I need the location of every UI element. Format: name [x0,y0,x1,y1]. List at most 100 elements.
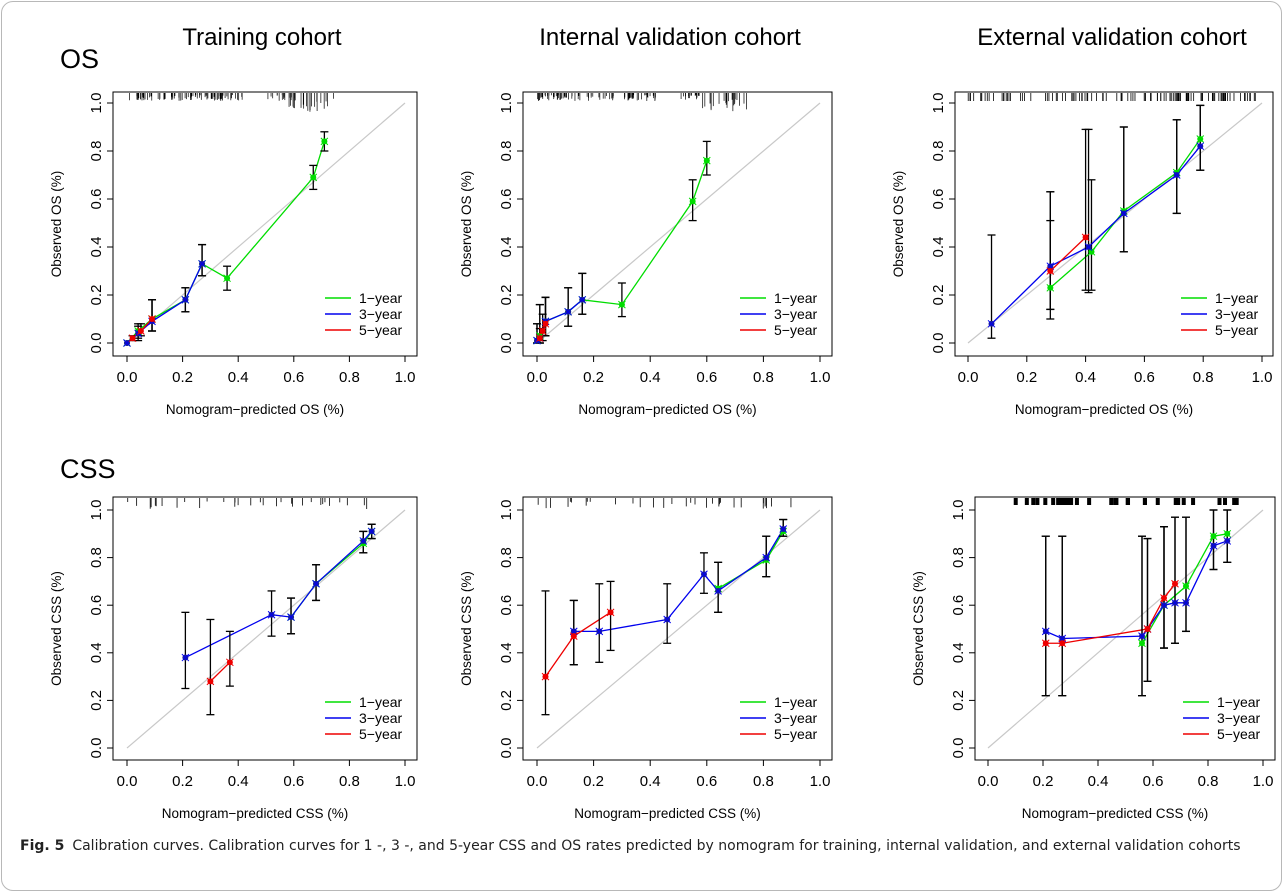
y-tick-label: 0.0 [950,738,967,759]
data-point-cross [541,319,550,328]
column-title-training: Training cohort [182,24,342,51]
legend-label: 3−year [774,306,818,322]
x-axis-label: Nomogram−predicted CSS (%) [1022,806,1208,821]
x-tick-label: 0.6 [283,773,304,790]
data-point-cross [535,334,544,343]
rug-block [1223,498,1228,505]
x-tick-label: 1.0 [810,369,831,386]
legend-label: 5−year [774,322,818,338]
y-tick-label: 1.0 [498,500,515,521]
x-tick-label: 0.4 [640,369,661,386]
rug-block [1232,498,1237,505]
x-tick-label: 1.0 [395,369,416,386]
data-point-cross [287,613,295,621]
legend-label: 1−year [1215,290,1259,306]
column-title-external: External validation cohort [977,24,1247,51]
y-tick-label: 0.4 [498,642,515,663]
data-point-cross [1209,532,1218,541]
data-point-cross [702,156,711,165]
column-title-internal: Internal validation cohort [539,24,801,51]
y-tick-label: 0.6 [930,189,947,210]
x-tick-label: 0.2 [172,369,193,386]
y-tick-label: 0.0 [498,738,515,759]
rug-block [1064,498,1069,505]
legend-label: 1−year [1217,694,1261,710]
y-tick-label: 0.4 [950,642,967,663]
y-axis-label: Observed OS (%) [49,171,64,278]
x-tick-label: 0.2 [583,773,604,790]
legend-label: 5−year [1217,726,1261,742]
rug-block [1155,498,1160,505]
data-point-cross [367,527,376,536]
data-point-cross [359,537,368,545]
data-point-cross [1058,639,1067,648]
data-point-cross [541,672,550,681]
data-point-cross [1223,529,1232,538]
plot-box [954,91,1274,357]
chart-panel-2: 0.0 0.2 0.4 0.6 0.8 1.0 0.0 0.2 0.4 0.6 0.8 1.0 Nomo… [459,91,833,417]
data-point-cross [1171,598,1179,607]
x-tick-label: 0.4 [640,773,661,790]
data-point-cross [779,525,788,533]
y-tick-label: 0.6 [498,595,515,616]
data-point-cross [181,295,190,304]
y-tick-label: 0.4 [930,237,947,258]
data-point-cross [1196,142,1205,151]
x-tick-label: 1.0 [1253,773,1274,790]
data-point-cross [223,274,231,283]
y-tick-label: 0.0 [88,333,105,354]
legend-label: 5−year [359,322,403,338]
y-axis-label: Observed OS (%) [891,171,906,278]
data-point-cross [137,327,145,335]
data-point-cross [714,587,722,595]
data-point-cross [320,137,329,146]
y-tick-label: 1.0 [950,500,967,521]
y-tick-label: 0.8 [88,141,105,162]
x-tick-label: 0.4 [1088,773,1109,790]
y-tick-label: 1.0 [930,93,947,114]
legend-label: 3−year [359,306,403,322]
data-point-cross [1196,135,1205,143]
series-line-3−year [1045,540,1228,640]
x-axis-label: Nomogram−predicted OS (%) [166,402,344,417]
legend-label: 3−year [359,710,403,726]
x-axis-label: Nomogram−predicted OS (%) [578,402,756,417]
y-tick-label: 1.0 [498,93,515,114]
x-tick-label: 1.0 [395,773,416,790]
caption-text: Calibration curves. Calibration curves f… [72,838,1241,854]
x-tick-label: 0.6 [283,369,304,386]
data-point-cross [1160,601,1168,610]
y-axis-label: Observed OS (%) [459,171,474,278]
plot-box [522,496,833,761]
rug-block [1068,498,1073,505]
series-line-5−year [1049,236,1087,272]
data-point-cross [1046,267,1055,275]
chart-panel-4: 0.0 0.2 0.4 0.6 0.8 1.0 0.0 0.2 0.4 0.6 0.8 1.0 Nomo… [49,496,418,821]
data-point-cross [1041,639,1050,648]
rug-block [1056,498,1061,505]
figure-caption: Fig. 5 Calibration curves. Calibration cu… [20,836,1265,857]
y-tick-label: 0.0 [498,333,515,354]
data-point-cross [1223,537,1232,545]
legend-label: 3−year [1217,710,1261,726]
data-point-cross [267,610,276,619]
data-point-cross [663,615,672,624]
legend-label: 1−year [359,290,403,306]
rug-block [1043,498,1048,505]
rug-block [1173,498,1178,505]
caption-label: Fig. 5 [20,838,65,854]
x-tick-label: 0.0 [117,773,138,790]
data-point-cross [618,300,626,309]
data-point-cross [1160,594,1168,602]
y-tick-label: 0.4 [88,642,105,663]
y-tick-label: 0.8 [930,141,947,162]
rug-block [1061,498,1066,505]
rug-block [1087,498,1092,505]
y-tick-label: 0.2 [498,285,515,306]
y-axis-label: Observed CSS (%) [459,571,474,686]
y-tick-label: 0.8 [498,547,515,568]
data-point-cross [1209,541,1218,550]
row-label-os: OS [60,44,100,74]
ideal-diagonal-line [126,509,406,749]
y-tick-label: 0.2 [88,285,105,306]
